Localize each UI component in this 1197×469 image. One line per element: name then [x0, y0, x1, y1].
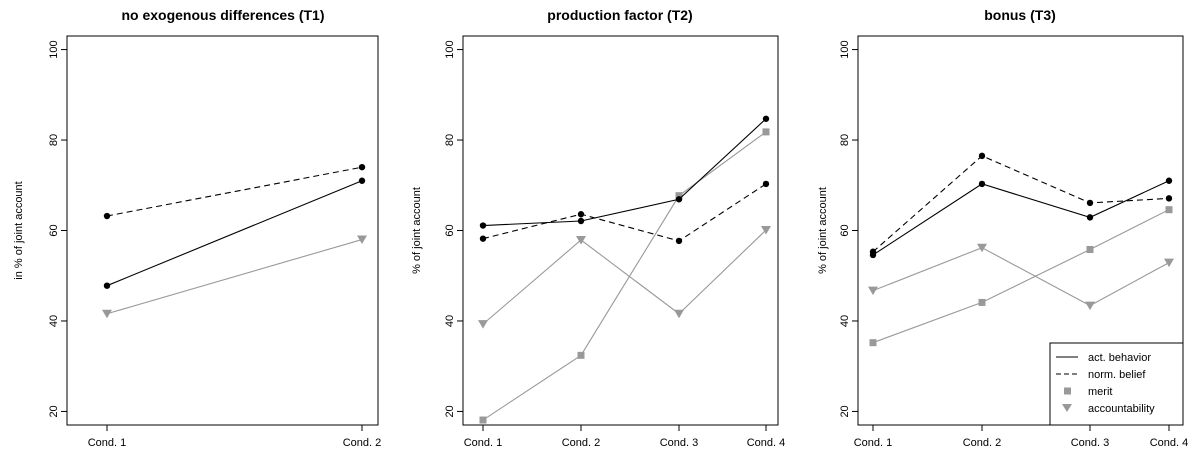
y-tick-label: 20: [48, 405, 60, 417]
data-point-merit: [978, 298, 986, 306]
series-line-norm-belief: [482, 183, 767, 242]
panel-t3: bonus (T3) % of joint account 20 40 60 80 100 C…: [817, 7, 1188, 449]
series-line-merit: [872, 209, 1170, 344]
series-line-merit: [482, 131, 767, 421]
x-tick-label: Cond. 2: [963, 437, 1002, 449]
panel-t2: production factor (T2) % of joint account…: [411, 7, 785, 449]
data-point-norm-belief: [978, 152, 986, 160]
y-tick-label: 60: [48, 224, 60, 236]
data-point-act-behavior: [1165, 177, 1173, 184]
series-line-norm-belief: [106, 166, 363, 217]
y-tick-label: 100: [839, 40, 851, 58]
data-point-norm-belief: [358, 163, 366, 171]
y-tick-label: 80: [839, 134, 851, 146]
data-point-accountability: [868, 286, 878, 296]
y-tick-label: 60: [839, 224, 851, 236]
legend: act. behavior norm. belief merit accountabi…: [1049, 342, 1184, 426]
data-point-act-behavior: [577, 217, 585, 225]
series-line-accountability: [872, 247, 1170, 307]
data-point-act-behavior: [675, 196, 683, 203]
data-point-merit: [1086, 245, 1094, 253]
data-point-accountability: [357, 235, 367, 245]
plot-frame: [66, 35, 379, 426]
data-point-norm-belief: [675, 237, 683, 245]
y-axis-label: % of joint account: [817, 187, 829, 274]
panel-title: no exogenous differences (T1): [121, 7, 324, 23]
data-point-merit: [577, 351, 585, 359]
series-line-norm-belief: [872, 155, 1170, 253]
series-line-act-behavior: [872, 180, 1170, 256]
data-point-act-behavior: [479, 222, 487, 229]
data-point-norm-belief: [479, 235, 487, 242]
y-tick-label: 20: [444, 405, 456, 417]
data-point-act-behavior: [1086, 214, 1094, 221]
series-line-act-behavior: [482, 118, 767, 227]
data-point-merit: [762, 128, 770, 136]
data-point-norm-belief: [103, 212, 111, 220]
y-tick-label: 100: [444, 40, 456, 58]
x-tick-label: Cond. 1: [854, 437, 893, 449]
y-tick-label: 100: [48, 40, 60, 58]
data-point-norm-belief: [577, 211, 585, 218]
x-tick-label: Cond. 3: [660, 437, 699, 449]
data-point-accountability: [977, 243, 987, 253]
panel-title: production factor (T2): [547, 7, 692, 23]
data-point-accountability: [1085, 301, 1095, 311]
y-axis-label: % of joint account: [411, 187, 423, 274]
y-tick-label: 40: [444, 315, 456, 327]
series-line-act-behavior: [106, 180, 363, 287]
y-tick-label: 60: [444, 224, 456, 236]
legend-label: norm. belief: [1088, 369, 1146, 381]
data-point-act-behavior: [103, 282, 111, 289]
y-tick-label: 80: [444, 134, 456, 146]
data-point-act-behavior: [978, 180, 986, 188]
x-tick-label: Cond. 2: [562, 437, 601, 449]
x-tick-label: Cond. 3: [1071, 437, 1110, 449]
y-tick-label: 40: [839, 315, 851, 327]
data-point-norm-belief: [762, 180, 770, 188]
x-tick-label: Cond. 4: [1150, 437, 1189, 449]
panel-title: bonus (T3): [984, 7, 1056, 23]
y-tick-label: 20: [839, 405, 851, 417]
data-point-merit: [675, 192, 683, 200]
legend-label: accountability: [1088, 403, 1155, 415]
x-tick-label: Cond. 2: [343, 437, 382, 449]
data-point-norm-belief: [869, 248, 877, 255]
data-point-accountability: [478, 320, 488, 329]
data-point-accountability: [576, 235, 586, 245]
data-point-accountability: [674, 309, 684, 319]
x-tick-label: Cond. 1: [88, 437, 127, 449]
x-tick-label: Cond. 1: [464, 437, 503, 449]
y-tick-label: 40: [48, 315, 60, 327]
series-line-accountability: [482, 229, 767, 325]
legend-label: merit: [1088, 386, 1112, 398]
data-point-accountability: [761, 226, 771, 235]
legend-label: act. behavior: [1088, 352, 1151, 364]
legend-swatch-triangle: [1062, 404, 1072, 412]
legend-swatch-square: [1064, 387, 1071, 395]
data-point-accountability: [102, 309, 112, 319]
data-point-merit: [479, 416, 487, 424]
data-point-merit: [1165, 206, 1173, 214]
data-point-norm-belief: [1165, 195, 1173, 202]
data-point-norm-belief: [1086, 199, 1094, 207]
y-axis-label: in % of joint account: [13, 181, 25, 279]
y-tick-label: 80: [48, 134, 60, 146]
panel-t1: no exogenous differences (T1) in % of joi…: [13, 7, 381, 449]
data-point-act-behavior: [762, 115, 770, 122]
series-line-accountability: [106, 239, 363, 315]
data-point-accountability: [1164, 258, 1174, 268]
data-point-merit: [869, 339, 877, 347]
x-tick-label: Cond. 4: [747, 437, 786, 449]
plot-frame: [462, 35, 779, 426]
data-point-act-behavior: [358, 177, 366, 184]
